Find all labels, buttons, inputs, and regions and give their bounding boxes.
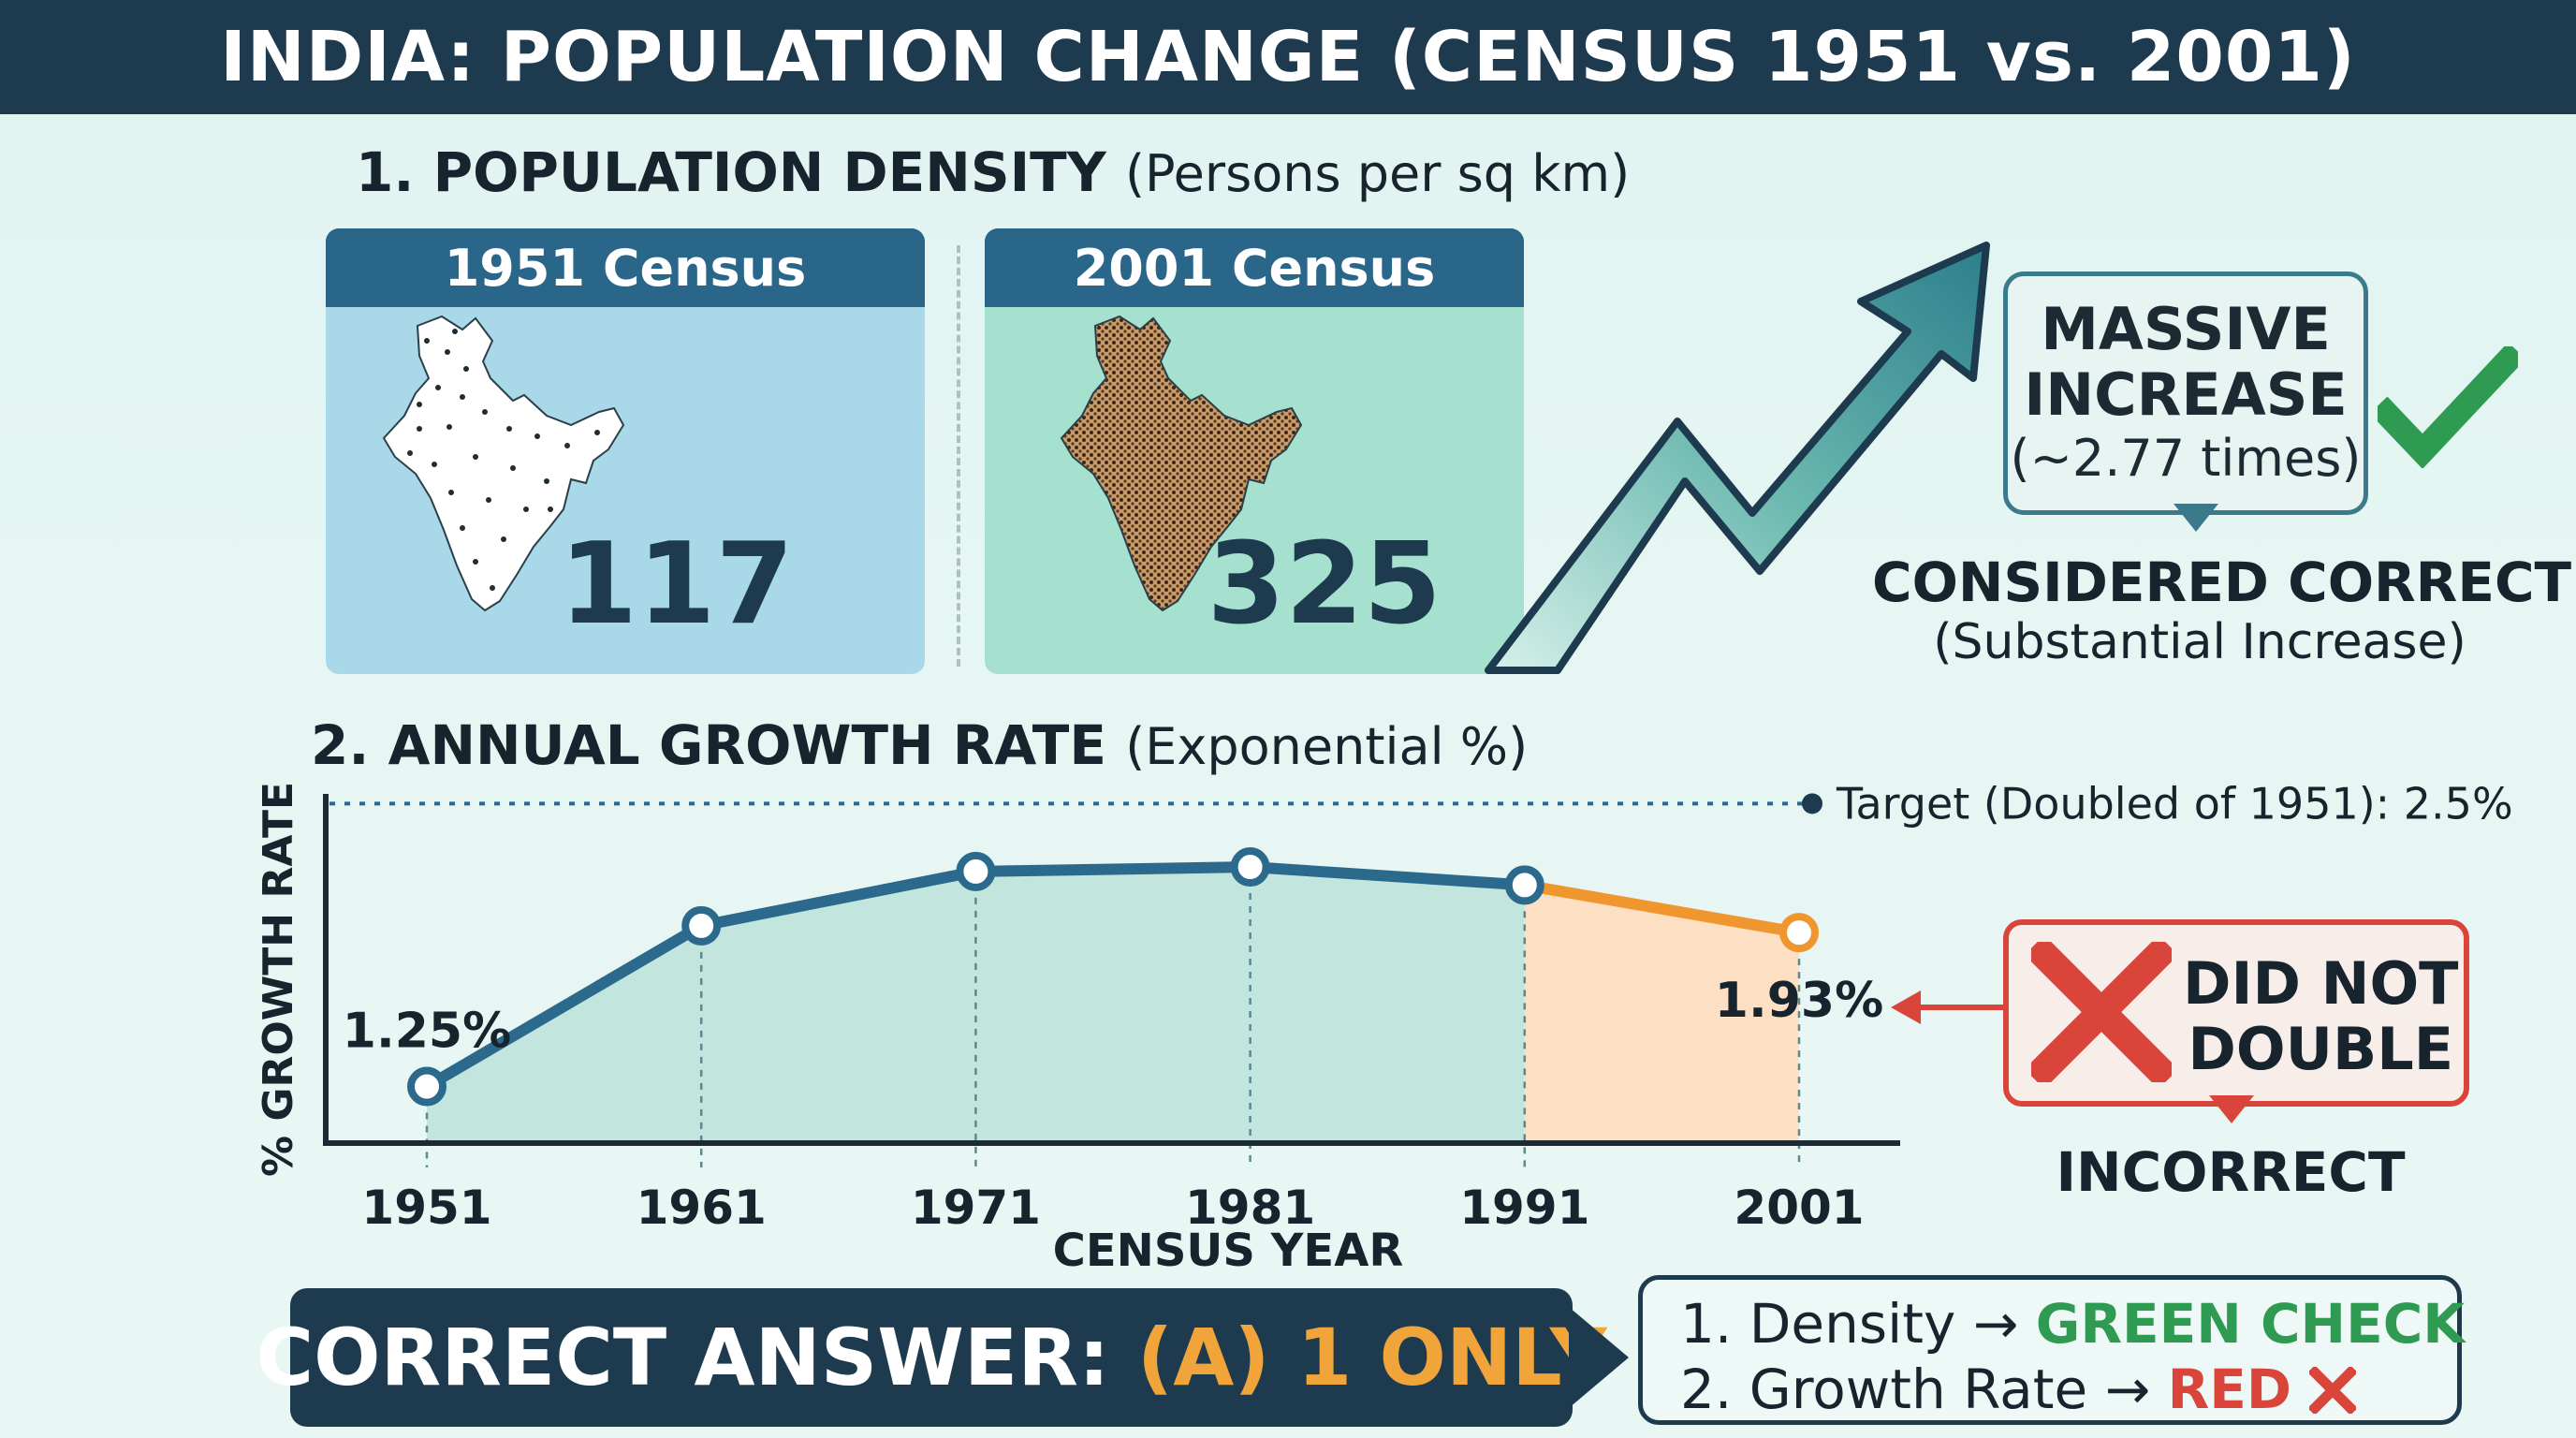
x-tick-label-1971: 1971 (911, 1181, 1041, 1235)
decline-area (1524, 885, 1799, 1143)
growth-chart: Target (Doubled of 1951): 2.5% 1951 1961 1… (255, 778, 2513, 1273)
india-map-1951-icon (382, 315, 625, 612)
header-bar: INDIA: POPULATION CHANGE (CENSUS 1951 vs… (0, 0, 2576, 114)
density-verdict: CONSIDERED CORRECT (1872, 550, 2572, 614)
density-callout: MASSIVE INCREASE (~2.77 times) (2003, 271, 2368, 515)
density-value-2001: 325 (1207, 520, 1442, 650)
density-callout-line1: MASSIVE (2041, 295, 2331, 363)
data-point-1951 (407, 1066, 446, 1107)
y-axis-title: % GROWTH RATE (255, 782, 302, 1177)
panel-divider (957, 245, 960, 667)
data-point-1961 (681, 905, 722, 946)
panel-1951: 1951 Census 117 (326, 228, 925, 674)
decline-line (1518, 879, 1805, 939)
growth-heading-unit: (Exponential %) (1125, 717, 1529, 776)
answer-arrow (1569, 1307, 1629, 1408)
summary-row-1-value: GREEN CHECK (2035, 1292, 2466, 1356)
red-cross-icon (2031, 942, 2172, 1082)
x-tick-label-1951: 1951 (361, 1181, 491, 1235)
summary-row-2-label: 2. Growth Rate → (1680, 1357, 2151, 1421)
rising-arrow-icon (1485, 242, 1990, 674)
density-heading-unit: (Persons per sq km) (1124, 144, 1631, 203)
page-title: INDIA: POPULATION CHANGE (CENSUS 1951 vs… (220, 17, 2356, 97)
chart-areas (427, 867, 1799, 1143)
growth-callout-text: DID NOT DOUBLE (2183, 951, 2458, 1082)
summary-box: 1. Density → GREEN CHECK 2. Growth Rate … (1638, 1275, 2465, 1425)
x-tick-label-1961: 1961 (637, 1181, 767, 1235)
answer-bar: CORRECT ANSWER: (A) 1 ONLY (256, 1288, 1607, 1427)
density-heading-text: 1. POPULATION DENSITY (356, 140, 1106, 204)
red-x-icon (2306, 1365, 2358, 1416)
density-callout-line2: INCREASE (2024, 360, 2348, 429)
data-point-2001 (1779, 913, 1819, 953)
x-axis-title: CENSUS YEAR (1053, 1225, 1404, 1273)
density-callout-tail (2174, 504, 2218, 532)
growth-callout-arrowhead (1891, 990, 1921, 1024)
green-check-icon (2378, 346, 2518, 468)
x-tick-label-2001: 2001 (1734, 1181, 1864, 1235)
summary-row-2-value: RED (2167, 1357, 2292, 1421)
summary-row-2: 2. Growth Rate → RED (1680, 1357, 2420, 1422)
data-point-1981 (1230, 847, 1270, 888)
chart-points (407, 847, 1819, 1107)
growth-heading-text: 2. ANNUAL GROWTH RATE (311, 713, 1106, 777)
panel-2001-label: 2001 Census (985, 228, 1524, 307)
x-tick-label-1981: 1981 (1185, 1181, 1315, 1235)
india-map-2001-icon (1060, 315, 1303, 612)
target-label: Target (Doubled of 1951): 2.5% (1836, 778, 2513, 829)
data-point-1971 (956, 851, 996, 891)
panel-2001: 2001 Census 325 (985, 228, 1524, 674)
growth-callout-line2: DOUBLE (2188, 1015, 2454, 1083)
growth-callout: DID NOT DOUBLE (2003, 919, 2469, 1107)
answer-value: (A) 1 ONLY (1136, 1312, 1607, 1403)
density-verdict-note: (Substantial Increase) (1933, 614, 2466, 670)
growth-callout-tail (2209, 1095, 2254, 1123)
data-label-1951: 1.25% (343, 1004, 511, 1060)
growth-callout-line1: DID NOT (2183, 949, 2459, 1018)
data-label-2001: 1.93% (1715, 973, 1883, 1029)
chart-labels: 1.25% 1.93% (343, 973, 1883, 1059)
growth-verdict: INCORRECT (2056, 1140, 2406, 1204)
summary-row-1-label: 1. Density → (1680, 1292, 2019, 1356)
growth-heading: 2. ANNUAL GROWTH RATE (Exponential %) (311, 713, 1528, 777)
chart-ticks: 1951 1961 1971 1981 1991 2001 (361, 1181, 1864, 1235)
summary-row-1: 1. Density → GREEN CHECK (1680, 1291, 2465, 1357)
density-heading: 1. POPULATION DENSITY (Persons per sq km… (356, 140, 1630, 204)
density-value-1951: 117 (559, 520, 795, 650)
answer-label: CORRECT ANSWER: (256, 1312, 1110, 1403)
x-tick-label-1991: 1991 (1459, 1181, 1589, 1235)
data-point-1991 (1504, 865, 1544, 905)
density-callout-line3: (~2.77 times) (2010, 429, 2362, 488)
panel-1951-label: 1951 Census (326, 228, 925, 307)
target-marker (1802, 793, 1822, 814)
